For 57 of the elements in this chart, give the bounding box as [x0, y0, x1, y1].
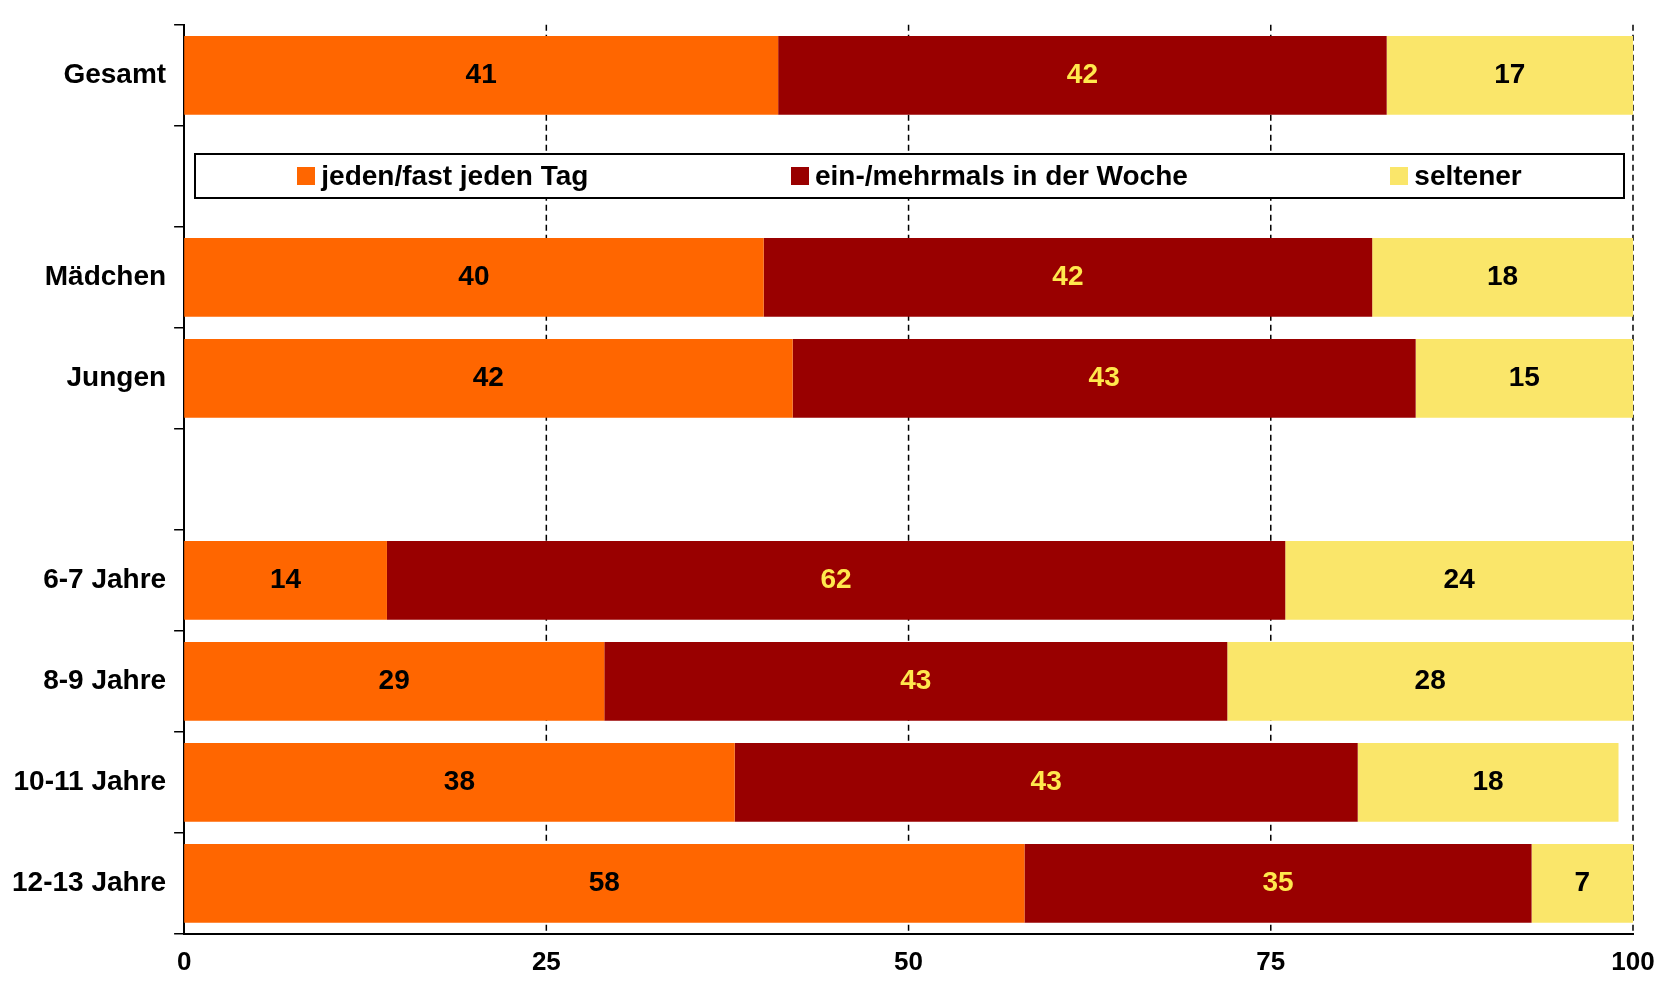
bar [1357, 742, 1619, 822]
data-label: 41 [465, 58, 497, 90]
data-label: 43 [1088, 361, 1120, 393]
bar [184, 35, 779, 115]
bar [184, 237, 764, 317]
x-tick-label: 25 [531, 945, 561, 976]
x-tick-label: 50 [894, 945, 924, 976]
legend-label: jeden/fast jeden Tag [321, 160, 589, 193]
y-tick-label: Jungen [66, 361, 167, 393]
bar [1386, 35, 1633, 115]
y-tick-label: 8-9 Jahre [43, 664, 167, 696]
data-label: 42 [472, 361, 504, 393]
bar [184, 540, 387, 620]
data-label: 40 [458, 260, 490, 292]
bar [184, 843, 1025, 923]
data-label: 38 [443, 765, 475, 797]
y-tick-label: 12-13 Jahre [12, 866, 167, 898]
data-label: 62 [820, 563, 852, 595]
y-tick-label: 6-7 Jahre [43, 563, 167, 595]
data-label: 42 [1052, 260, 1084, 292]
data-label: 29 [378, 664, 410, 696]
bar [1024, 843, 1532, 923]
data-label: 42 [1066, 58, 1098, 90]
data-label: 28 [1414, 664, 1446, 696]
bar [792, 338, 1416, 418]
x-tick-label: 100 [1611, 945, 1655, 976]
data-label: 14 [269, 563, 302, 595]
y-tick-label: 10-11 Jahre [13, 765, 167, 797]
y-tick-label: Mädchen [44, 260, 167, 292]
legend-label: ein-/mehrmals in der Woche [814, 160, 1188, 193]
bar [734, 742, 1358, 822]
data-label: 58 [588, 866, 620, 898]
bar [1372, 237, 1633, 317]
bar [604, 641, 1228, 721]
data-label: 24 [1443, 563, 1476, 595]
data-label: 7 [1574, 866, 1591, 898]
data-label: 43 [900, 664, 932, 696]
x-tick-label: 75 [1256, 945, 1286, 976]
data-label: 17 [1494, 58, 1526, 90]
data-label: 15 [1508, 361, 1540, 393]
bar [763, 237, 1373, 317]
legend-label: seltener [1414, 160, 1522, 193]
bar [184, 338, 793, 418]
data-label: 18 [1487, 260, 1519, 292]
bar [1285, 540, 1633, 620]
x-tick-label: 0 [176, 945, 192, 976]
data-label: 43 [1030, 765, 1062, 797]
data-label: 35 [1262, 866, 1294, 898]
bar [1227, 641, 1633, 721]
bar [778, 35, 1387, 115]
bar [1415, 338, 1633, 418]
bar [184, 641, 605, 721]
bar [184, 742, 735, 822]
bar [386, 540, 1286, 620]
data-label: 18 [1472, 765, 1504, 797]
bar [1531, 843, 1633, 923]
y-tick-label: Gesamt [63, 58, 167, 90]
